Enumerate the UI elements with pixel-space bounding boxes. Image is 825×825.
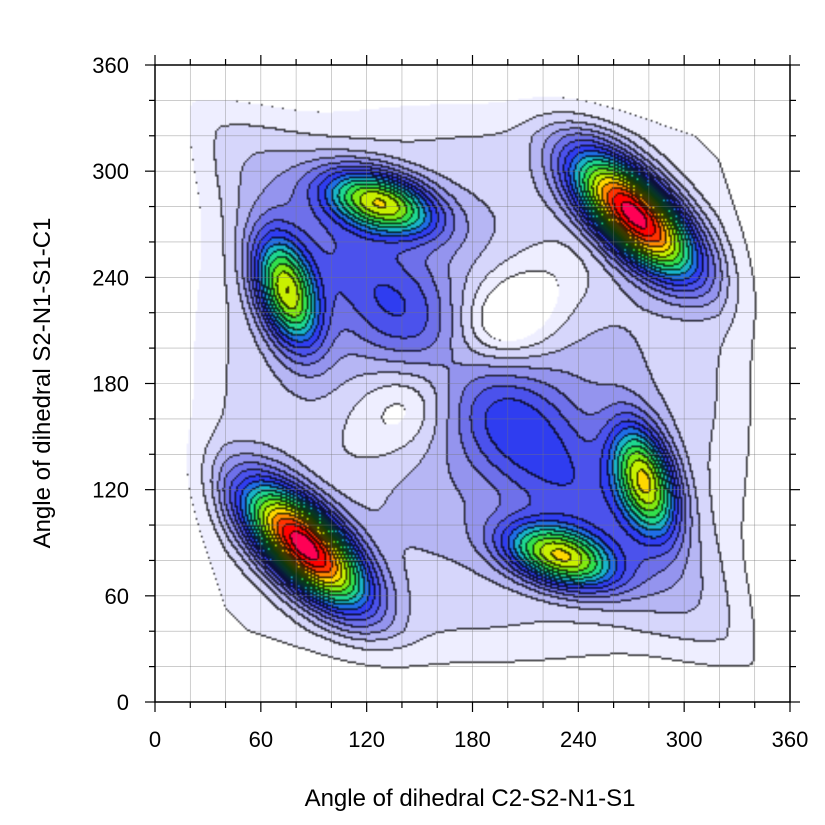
x-axis-tick-labels: 0 60 120 180 240 300 360 <box>149 727 808 752</box>
y-axis-tick-labels: 0 60 120 180 240 300 360 <box>92 53 129 715</box>
y-tick-label: 360 <box>92 53 129 78</box>
x-tick-label: 300 <box>666 727 703 752</box>
y-tick-label: 60 <box>105 584 129 609</box>
x-tick-label: 240 <box>560 727 597 752</box>
y-tick-label: 180 <box>92 372 129 397</box>
y-tick-label: 120 <box>92 478 129 503</box>
axis-ticks <box>145 55 800 712</box>
x-tick-label: 120 <box>348 727 385 752</box>
x-axis-title: Angle of dihedral C2-S2-N1-S1 <box>305 785 636 812</box>
y-tick-label: 300 <box>92 159 129 184</box>
y-axis-title: Angle of dihedral S2-N1-S1-C1 <box>29 218 56 549</box>
y-tick-label: 0 <box>117 690 129 715</box>
grid <box>155 65 790 702</box>
y-tick-label: 240 <box>92 265 129 290</box>
x-tick-label: 180 <box>454 727 491 752</box>
x-tick-label: 0 <box>149 727 161 752</box>
x-tick-label: 60 <box>249 727 273 752</box>
x-tick-label: 360 <box>772 727 809 752</box>
